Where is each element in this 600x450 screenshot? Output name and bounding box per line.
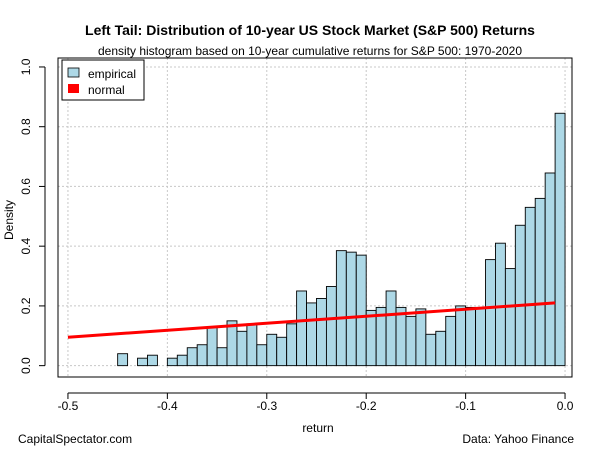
- histogram-bar: [166, 357, 178, 367]
- x-tick-label: -0.1: [455, 399, 476, 413]
- histogram-bar: [316, 297, 327, 367]
- histogram-bar: [415, 308, 427, 367]
- y-tick-label: 0.8: [19, 118, 33, 135]
- histogram-bar: [485, 259, 496, 367]
- histogram-bar: [186, 347, 198, 367]
- histogram-bar: [117, 353, 129, 367]
- histogram-bar: [554, 112, 566, 367]
- histogram-bar: [286, 323, 298, 367]
- histogram-bar: [266, 333, 278, 367]
- footer-source-site: CapitalSpectator.com: [18, 432, 133, 446]
- histogram-bar: [246, 323, 258, 367]
- histogram-bar: [425, 333, 437, 367]
- x-axis-label: return: [302, 421, 333, 435]
- histogram-bar: [306, 302, 317, 367]
- legend-label-empirical: empirical: [88, 67, 136, 81]
- legend-swatch-normal: [68, 84, 79, 93]
- histogram-bar: [524, 206, 536, 367]
- y-tick-label: 0.2: [19, 297, 33, 314]
- histogram-bar: [296, 290, 307, 367]
- histogram-bar: [206, 326, 218, 367]
- x-tick-label: 0.0: [557, 399, 574, 413]
- legend-label-normal: normal: [88, 83, 125, 97]
- histogram-bar: [475, 306, 486, 367]
- normal-curve-line: [67, 301, 556, 339]
- y-tick-label: 0.4: [19, 238, 33, 255]
- x-tick-label: -0.4: [157, 399, 178, 413]
- y-tick-label: 1.0: [19, 58, 33, 75]
- histogram-bar: [325, 286, 337, 367]
- histogram-bar: [276, 336, 288, 367]
- legend-box: [61, 59, 145, 101]
- histogram-bar: [405, 315, 417, 367]
- y-tick-label: 0.0: [19, 357, 33, 374]
- histogram-bar: [385, 290, 397, 367]
- histogram-bar: [465, 306, 477, 367]
- histogram-bar: [196, 344, 208, 367]
- histogram-bar: [494, 242, 506, 367]
- histogram-bar: [345, 251, 357, 367]
- histogram-bar: [544, 172, 556, 367]
- legend-swatch-empirical: [67, 67, 80, 78]
- histogram-bar: [176, 354, 188, 367]
- histogram-bar: [445, 315, 457, 367]
- chart-subtitle: density histogram based on 10-year cumul…: [98, 44, 522, 58]
- footer-data-credit: Data: Yahoo Finance: [462, 432, 574, 446]
- histogram-bar: [435, 330, 447, 367]
- x-tick-label: -0.3: [256, 399, 277, 413]
- histogram-bar: [335, 250, 347, 367]
- y-tick-label: 0.6: [19, 178, 33, 195]
- histogram-bar: [216, 347, 228, 367]
- histogram-bar: [137, 357, 148, 367]
- histogram-bar: [256, 344, 268, 367]
- y-axis-label: Density: [2, 200, 16, 240]
- chart-title: Left Tail: Distribution of 10-year US St…: [85, 22, 535, 38]
- histogram-bar: [226, 320, 238, 367]
- legend: empirical normal: [61, 59, 145, 101]
- normal-curve-layer: [67, 301, 556, 339]
- histogram-bar: [455, 305, 467, 367]
- axes: -0.5 -0.4 -0.3 -0.2 -0.1 0.0 0.0 0.2 0.4 0.6 0.8 1.…: [19, 58, 574, 413]
- plot-frame: [57, 57, 573, 378]
- x-tick-label: -0.5: [58, 399, 79, 413]
- histogram-bar: [534, 197, 546, 367]
- x-tick-label: -0.2: [356, 399, 377, 413]
- histogram-bar: [395, 306, 407, 367]
- histogram-bar: [514, 224, 526, 367]
- histogram-bar: [365, 309, 377, 367]
- histogram-bar: [236, 330, 248, 367]
- histogram-bar: [147, 354, 158, 367]
- histogram-bar: [355, 254, 367, 367]
- histogram-bar: [504, 268, 516, 367]
